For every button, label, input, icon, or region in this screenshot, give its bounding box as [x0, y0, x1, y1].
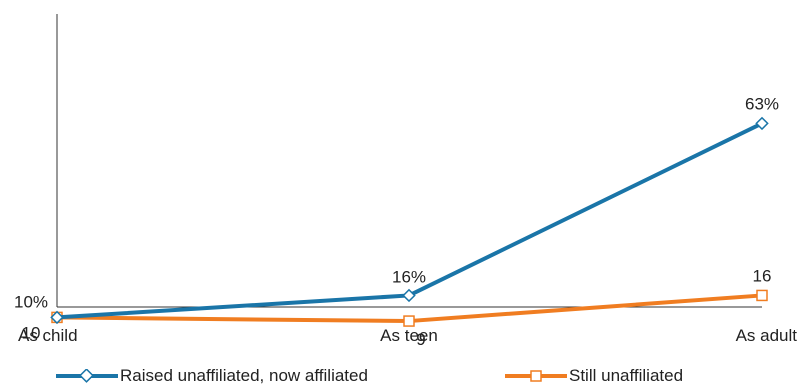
legend-label-series-1: Still unaffiliated — [569, 366, 684, 385]
legend-item-series-1: Still unaffiliated — [505, 366, 683, 386]
data-point-series-1-1 — [403, 315, 415, 327]
series-line-0 — [56, 121, 763, 320]
legend-swatch-series-1 — [505, 370, 567, 382]
data-label-series-0-0: 10% — [14, 292, 48, 311]
x-tick-label-2: As adult — [736, 326, 798, 345]
data-point-series-0-2 — [755, 116, 769, 131]
legend-swatch-series-0 — [56, 369, 118, 383]
data-label-series-1-0: 10 — [22, 323, 41, 342]
data-label-series-1-1: 9 — [416, 330, 425, 349]
data-point-series-0-1 — [402, 288, 416, 303]
legend: Raised unaffiliated, now affiliated Stil… — [0, 366, 801, 392]
legend-item-series-0: Raised unaffiliated, now affiliated — [56, 366, 368, 386]
x-tick-label-1: As teen — [380, 326, 438, 345]
data-label-series-0-1: 16% — [392, 267, 426, 286]
legend-label-series-0: Raised unaffiliated, now affiliated — [120, 366, 368, 385]
data-point-series-1-2 — [756, 289, 768, 302]
x-tick-label-0: As child — [18, 326, 78, 345]
data-point-series-0-0 — [50, 310, 64, 325]
data-label-series-1-2: 16 — [753, 266, 772, 285]
data-label-series-0-2: 63% — [745, 94, 779, 113]
